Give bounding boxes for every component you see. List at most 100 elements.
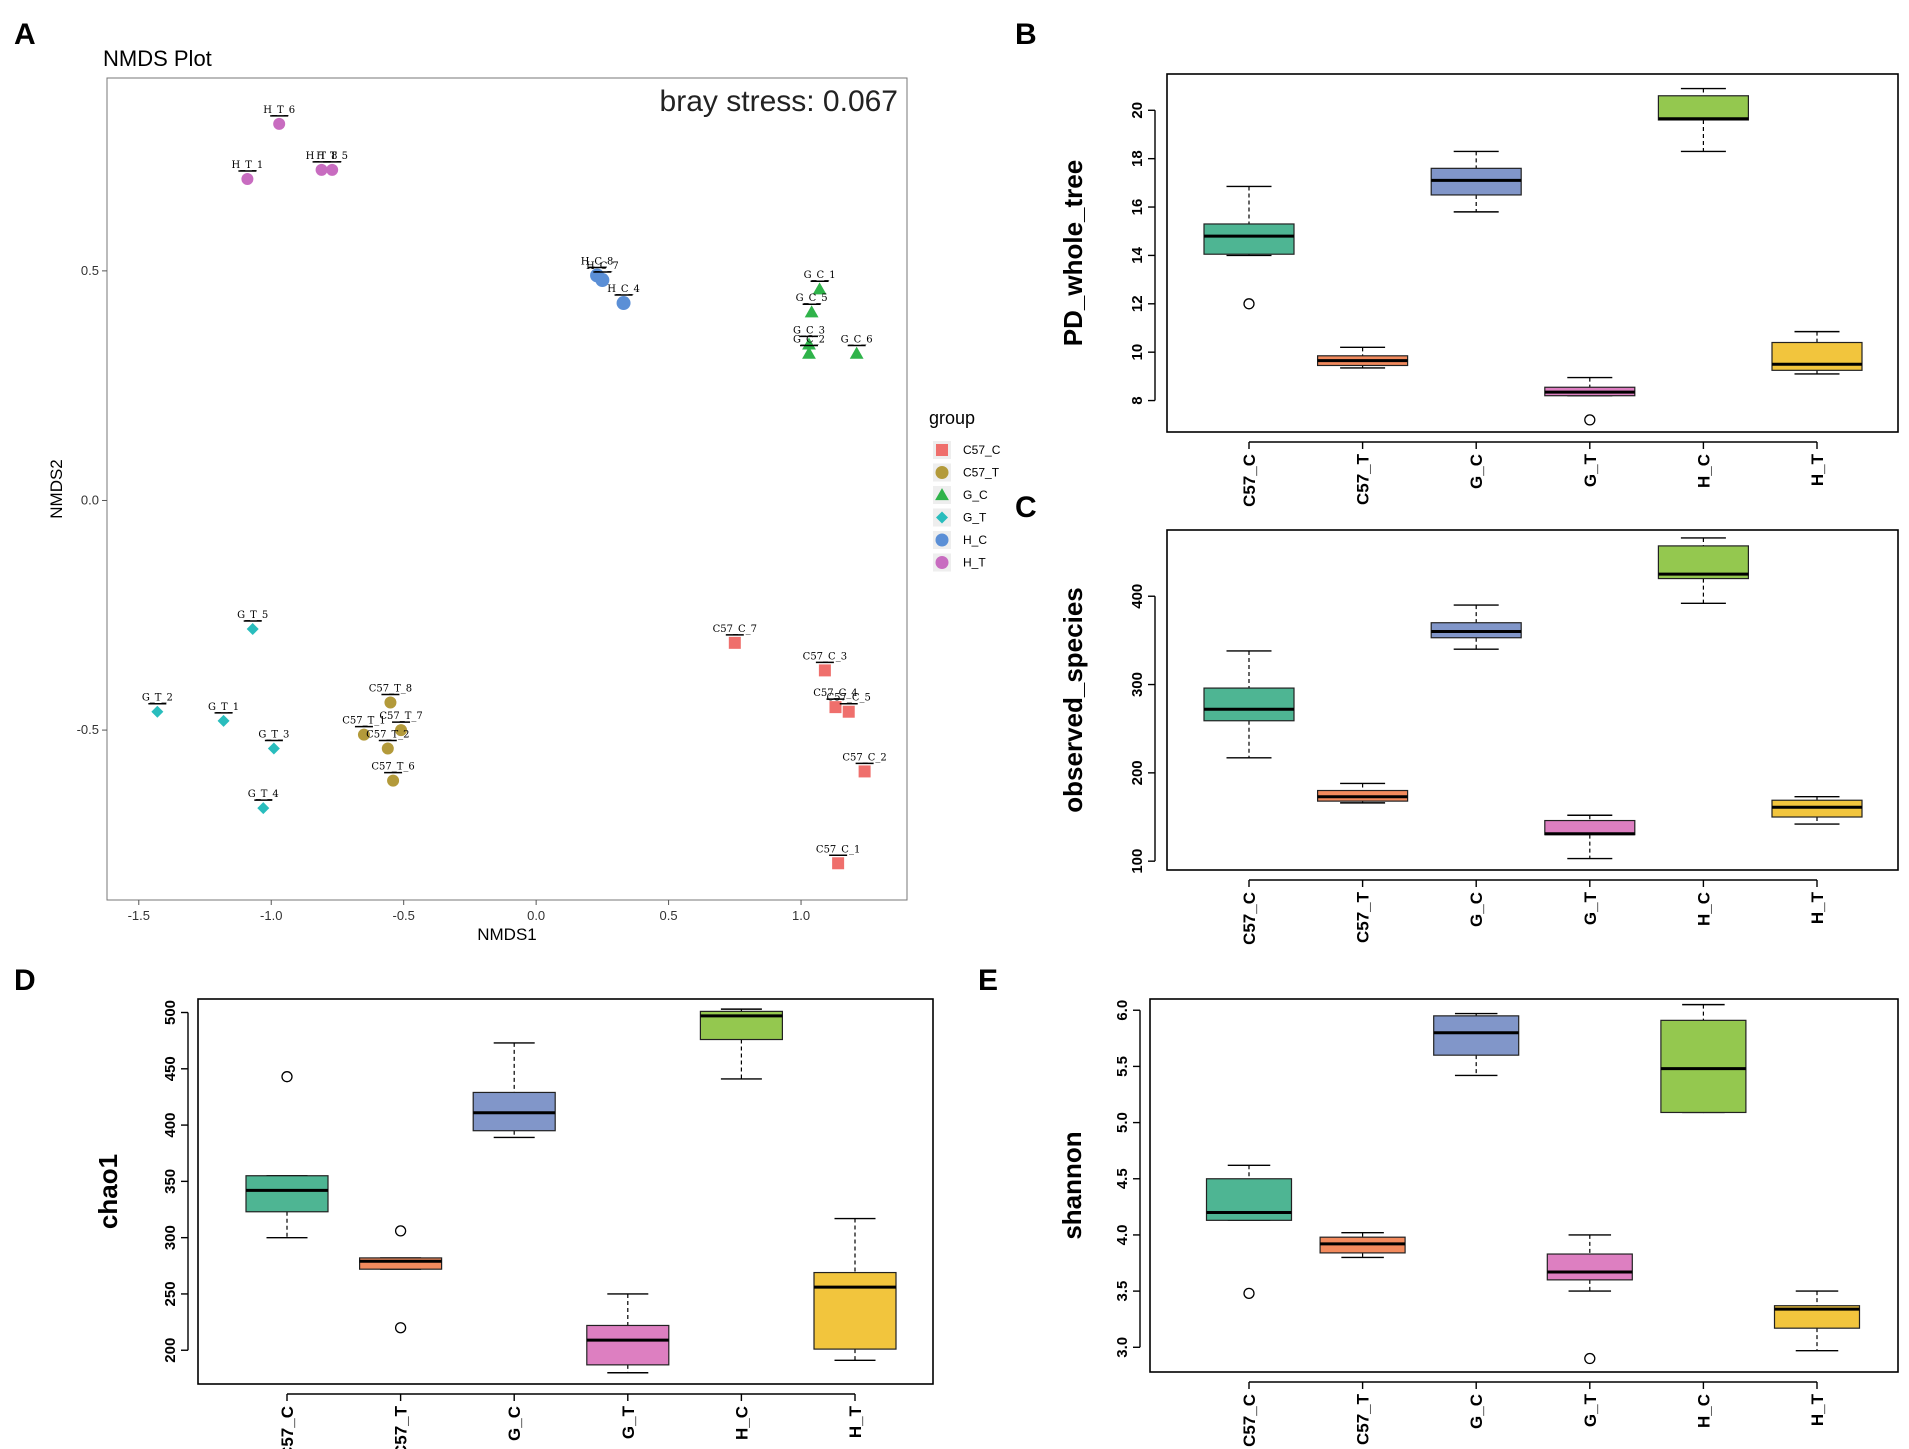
observed-species-box-c57-t (1316, 782, 1409, 804)
nmds-point-g-c-5 (804, 305, 819, 318)
pd-whole-tree-box-g-c (1430, 150, 1522, 213)
pd-whole-tree-y-tick-label: 20 (1129, 102, 1146, 119)
legend-label: G_T (963, 511, 987, 525)
pd-whole-tree-box-c57-t (1316, 346, 1409, 369)
pd-whole-tree-box-c57-c (1203, 185, 1295, 310)
panel-letter-e: E (978, 964, 998, 997)
nmds-point-g-c-1 (812, 282, 827, 295)
legend-label: C57_C (963, 443, 1001, 457)
nmds-point-g-c-2 (802, 346, 816, 359)
shannon-box-c57-t (1319, 1231, 1406, 1259)
shannon-y-tick-label: 5.5 (1114, 1056, 1131, 1077)
chao1-y-tick-label: 300 (162, 1225, 179, 1250)
nmds-point-g-t-1 (217, 714, 230, 727)
pd-whole-tree-y-tick-label: 8 (1129, 396, 1146, 404)
nmds-point-label: H_T_5 (316, 151, 348, 162)
iqr-box (359, 1257, 443, 1270)
observed-species-y-tick-label: 100 (1129, 849, 1146, 874)
panel-letter-d: D (14, 964, 36, 997)
nmds-point-label: G_T_5 (237, 610, 268, 621)
iqr-box (245, 1175, 329, 1213)
shannon-category-label: G_C (1467, 1394, 1486, 1429)
observed-species-box-h-t (1771, 796, 1863, 825)
iqr-box (1657, 95, 1750, 121)
legend-key-g-t (936, 511, 948, 524)
nmds-point-g-t-3 (267, 742, 280, 755)
observed-species-category-label: G_C (1467, 892, 1486, 927)
nmds-point-g-t-2 (151, 705, 164, 718)
legend-key-g-c (935, 488, 949, 501)
nmds-point-label: C57_T_1 (342, 716, 385, 727)
nmds-y-tick-label: -0.5 (77, 722, 99, 737)
observed-species-y-axis-label: observed_species (1058, 587, 1088, 812)
nmds-point-h-t-1 (241, 173, 254, 186)
nmds-y-tick-label: 0.0 (81, 492, 99, 507)
nmds-point-label: G_C_3 (793, 325, 825, 336)
chao1-category-label: G_C (505, 1406, 524, 1441)
nmds-point-label: G_C_5 (796, 293, 828, 304)
nmds-point-c57-t-1 (357, 728, 370, 741)
nmds-point-label: C57_C_4 (813, 688, 857, 699)
chao1-box-h-t (813, 1217, 897, 1362)
chao1-box-h-c (699, 1008, 784, 1080)
shannon-y-tick-label: 6.0 (1114, 1000, 1131, 1021)
pd-whole-tree-y-tick-label: 18 (1129, 150, 1146, 167)
pd-whole-tree-y-tick-label: 10 (1129, 344, 1146, 361)
pd-whole-tree-category-label: H_C (1694, 454, 1713, 488)
nmds-panel: NMDS Plot bray stress: 0.067 NMDS1 NMDS2… (47, 46, 1001, 944)
panel-letter-a: A (14, 18, 36, 51)
legend-title: group (929, 408, 975, 428)
legend-label: H_C (963, 533, 987, 547)
legend-key-h-c (935, 533, 949, 547)
nmds-point-label: G_T_3 (258, 729, 289, 740)
nmds-point-label: C57_T_7 (379, 711, 422, 722)
box-panel-shannon: 3.0 3.5 4.0 4.5 5.0 5.5 6.0 shannon C57_C C57_T G_… (1057, 998, 1899, 1447)
nmds-point-label: H_C_4 (607, 284, 640, 295)
chao1-category-label: C57_C (278, 1406, 297, 1449)
nmds-stress-annotation: bray stress: 0.067 (660, 85, 898, 118)
shannon-category-label: C57_T (1354, 1393, 1373, 1445)
pd-whole-tree-y-tick-label: 12 (1129, 295, 1146, 312)
nmds-x-tick-label: 0.5 (660, 908, 678, 923)
nmds-point-label: C57_C_2 (842, 752, 886, 763)
outlier-point (1584, 1352, 1596, 1365)
nmds-point-label: C57_T_6 (371, 762, 414, 773)
nmds-x-tick-label: 1.0 (792, 908, 810, 923)
nmds-point-label: C57_T_8 (369, 684, 412, 695)
outlier-point (394, 1322, 407, 1334)
nmds-point-c57-c-1 (832, 857, 845, 870)
observed-species-box-g-t (1544, 814, 1636, 860)
outlier-point (1243, 298, 1255, 310)
chao1-y-tick-label: 450 (162, 1056, 179, 1081)
nmds-point-label: G_C_6 (841, 335, 873, 346)
iqr-box (1546, 1253, 1633, 1281)
pd-whole-tree-category-label: G_C (1467, 454, 1486, 489)
iqr-box (1203, 223, 1295, 255)
box-panel-pd-whole-tree: 8 10 12 14 16 18 20 PD_whole_tree C57_C C57_T G_C G… (1058, 73, 1899, 507)
iqr-box (1205, 1178, 1293, 1221)
observed-species-y-tick-label: 300 (1129, 672, 1146, 697)
nmds-point-c57-c-3 (818, 664, 831, 677)
pd-whole-tree-category-label: C57_T (1354, 453, 1373, 505)
chao1-box-g-t (586, 1293, 670, 1374)
iqr-box (1433, 1015, 1520, 1056)
shannon-y-tick-label: 3.5 (1114, 1281, 1131, 1302)
observed-species-category-label: H_C (1694, 892, 1713, 926)
shannon-box-g-c (1433, 1012, 1520, 1077)
nmds-legend: group C57_C C57_T G_C G_T H_C H_T (929, 408, 1001, 572)
nmds-point-label: H_C_7 (586, 261, 619, 272)
pd-whole-tree-y-tick-label: 16 (1129, 199, 1146, 216)
pd-whole-tree-y-axis-label: PD_whole_tree (1058, 160, 1088, 346)
panel-letter-b: B (1015, 18, 1037, 51)
iqr-box (813, 1271, 897, 1350)
nmds-point-label: G_C_2 (793, 335, 825, 346)
pd-whole-tree-box-g-t (1544, 376, 1636, 426)
observed-species-box-h-c (1657, 537, 1750, 604)
chao1-y-tick-label: 500 (162, 1000, 179, 1025)
chao1-y-tick-label: 250 (162, 1281, 179, 1306)
shannon-category-label: G_T (1581, 1393, 1600, 1427)
nmds-point-c57-c-5 (842, 705, 855, 718)
nmds-point-label: H_T_8 (306, 151, 338, 162)
shannon-box-c57-c (1205, 1164, 1293, 1300)
